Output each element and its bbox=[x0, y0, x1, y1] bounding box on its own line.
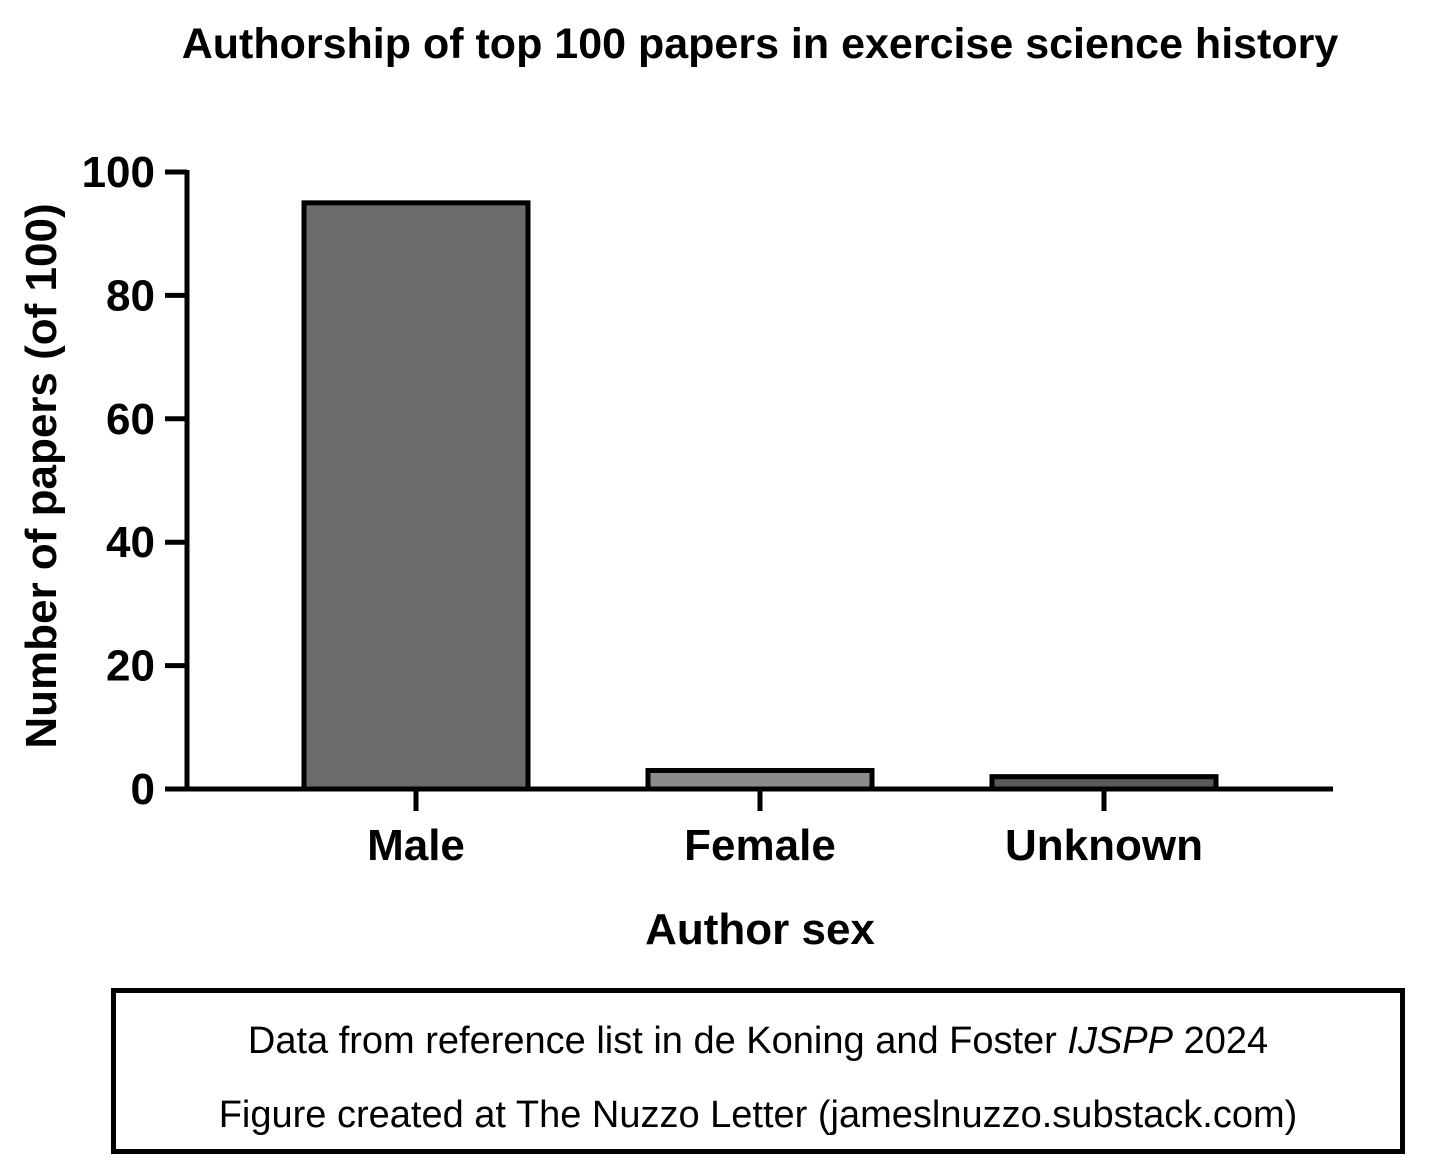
x-tick-label: Female bbox=[684, 821, 836, 870]
y-axis-title: Number of papers (of 100) bbox=[17, 203, 66, 748]
x-axis-title: Author sex bbox=[645, 905, 875, 954]
source-note-line: Data from reference list in de Koning an… bbox=[116, 1019, 1400, 1063]
y-tick-label: 0 bbox=[131, 765, 155, 814]
bar-male bbox=[301, 200, 531, 792]
x-tick-label: Unknown bbox=[1005, 821, 1203, 870]
y-tick-label: 80 bbox=[106, 271, 155, 320]
y-tick-label: 20 bbox=[106, 642, 155, 691]
credit-note-line: Figure created at The Nuzzo Letter (jame… bbox=[218, 1094, 1298, 1136]
chart-title: Authorship of top 100 papers in exercise… bbox=[182, 20, 1339, 68]
x-tick-label: Male bbox=[367, 821, 465, 870]
y-tick-label: 40 bbox=[106, 518, 155, 567]
bar-female bbox=[645, 767, 875, 792]
source-note-box: Data from reference list in de Koning an… bbox=[111, 988, 1405, 1154]
y-tick-label: 60 bbox=[106, 395, 155, 444]
y-tick-label: 100 bbox=[82, 148, 155, 197]
source-note-text: Data from reference list in de Koning an… bbox=[247, 1020, 1068, 1062]
source-note-year: 2024 bbox=[1173, 1020, 1269, 1062]
journal-name: IJSPP bbox=[1067, 1020, 1174, 1062]
bar-chart: Authorship of top 100 papers in exercise… bbox=[17, 20, 1339, 954]
